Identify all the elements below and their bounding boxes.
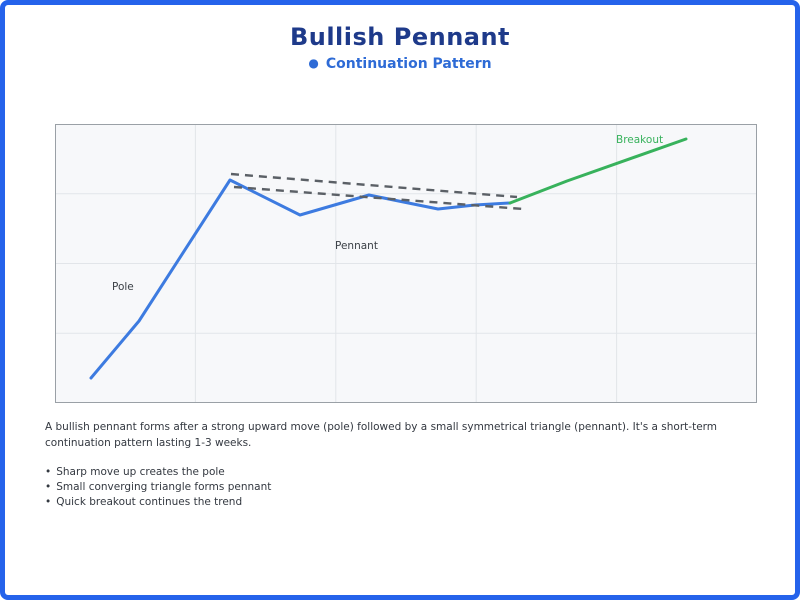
series-pennant-upper-trendline [230,172,518,199]
subtitle-dot-icon: ● [308,56,319,70]
annotation-pole: Pole [112,281,134,293]
description-paragraph: A bullish pennant forms after a strong u… [45,420,775,451]
annotation-breakout: Breakout [616,134,663,146]
bullet-item: • Small converging triangle forms pennant [45,480,775,495]
page-title: Bullish Pennant [289,23,511,51]
bullet-dot: • [45,466,52,478]
bullet-item: • Quick breakout continues the trend [45,495,775,510]
subtitle-text: Continuation Pattern [325,56,492,72]
chart-canvas: Pole Pennant Breakout [55,124,757,403]
bullet-text: Quick breakout continues the trend [56,496,243,508]
bullet-list: • Sharp move up creates the pole • Small c… [45,465,775,510]
series-pole-and-pennant-price-line [89,178,512,380]
bullet-dot: • [45,496,52,508]
pattern-chart: Pole Pennant Breakout [55,124,757,403]
bullet-dot: • [45,481,52,493]
series-breakout-price-line [508,137,688,205]
bullet-item: • Sharp move up creates the pole [45,465,775,480]
page-subtitle: ● Continuation Pattern [5,56,795,72]
description-line: continuation pattern lasting 1-3 weeks. [45,436,252,449]
annotation-pennant: Pennant [335,240,378,252]
bullet-text: Small converging triangle forms pennant [56,481,272,493]
description-line: A bullish pennant forms after a strong u… [45,421,718,433]
series-pennant-lower-trendline [233,185,524,211]
bullet-text: Sharp move up creates the pole [56,466,225,478]
